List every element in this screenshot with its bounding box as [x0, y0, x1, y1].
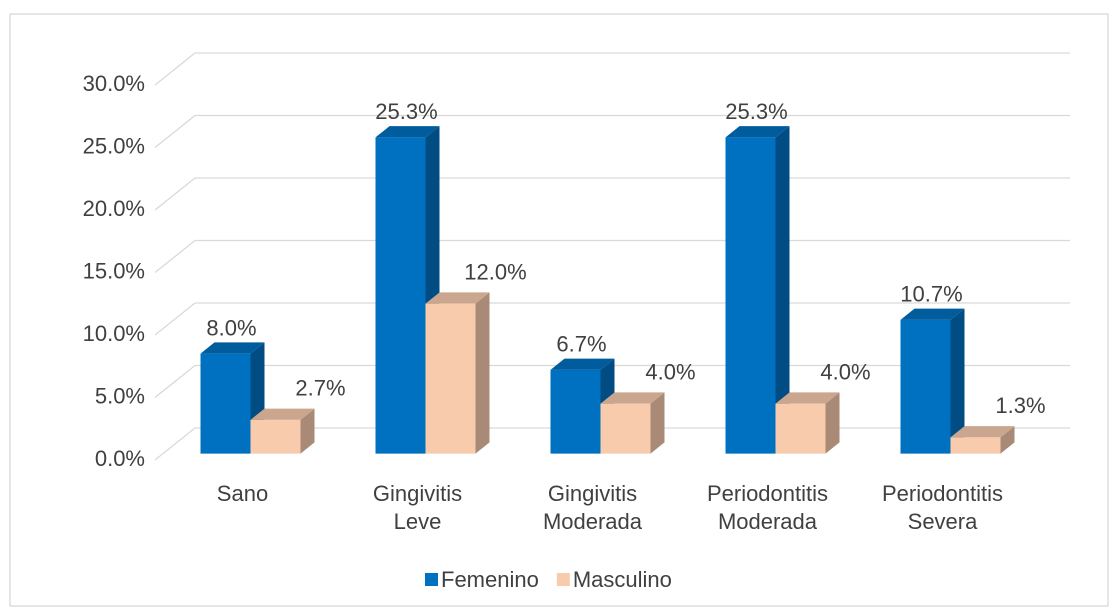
y-tick-label: 30.0%	[83, 71, 145, 96]
x-tick-label: Gingivitis Leve	[373, 481, 462, 534]
bar-side	[950, 308, 965, 454]
x-tick-label: Periodontitis Moderada	[707, 481, 828, 534]
bar	[425, 292, 490, 454]
data-label: 1.3%	[995, 393, 1045, 418]
y-tick-label: 25.0%	[83, 133, 145, 158]
bar-front	[725, 137, 776, 454]
data-label: 4.0%	[820, 359, 870, 384]
bar-top	[375, 126, 440, 138]
data-label: 12.0%	[464, 259, 526, 284]
grid-line	[154, 114, 1070, 149]
data-label: 25.3%	[725, 99, 787, 124]
data-label: 25.3%	[375, 99, 437, 124]
bar-front	[425, 303, 476, 454]
legend-label: Masculino	[573, 567, 672, 592]
bar-top	[200, 342, 265, 354]
bar	[250, 408, 315, 454]
bar-top	[250, 408, 315, 420]
data-label: 8.0%	[206, 315, 256, 340]
bar-side	[300, 408, 315, 454]
bar-top	[725, 126, 790, 138]
bar-side	[1000, 426, 1015, 454]
legend: Femenino Masculino	[425, 567, 672, 592]
grid-line	[154, 52, 1070, 86]
bar-top	[900, 308, 965, 320]
bar-front	[550, 369, 601, 454]
bar-front	[600, 403, 651, 454]
y-tick-label: 20.0%	[83, 196, 145, 221]
x-tick-label: Sano	[217, 481, 268, 506]
bar-top	[775, 392, 840, 404]
bar	[775, 392, 840, 454]
bar	[900, 308, 965, 454]
bar	[600, 392, 665, 454]
x-tick-label: Periodontitis Severa	[882, 481, 1003, 534]
bar-side	[475, 292, 490, 454]
bar-top	[550, 358, 615, 370]
bar	[950, 426, 1015, 454]
y-tick-label: 15.0%	[83, 258, 145, 283]
bar	[725, 126, 790, 454]
bar-top	[425, 292, 490, 304]
bar-side	[650, 392, 665, 454]
y-tick-label: 10.0%	[83, 321, 145, 346]
y-tick-label: 0.0%	[95, 446, 145, 471]
y-tick-label: 5.0%	[95, 383, 145, 408]
bar-side	[775, 126, 790, 454]
bar-top	[600, 392, 665, 404]
bar-front	[950, 437, 1001, 454]
legend-swatch	[556, 573, 570, 586]
bar-front	[900, 319, 951, 454]
legend-label: Femenino	[441, 567, 539, 592]
bar-front	[775, 403, 826, 454]
bar-front	[250, 419, 301, 454]
bar-side	[825, 392, 840, 454]
legend-swatch	[425, 573, 438, 586]
x-tick-label: Gingivitis Moderada	[543, 481, 643, 534]
bar-front	[375, 137, 426, 454]
data-label: 4.0%	[645, 359, 695, 384]
data-label: 2.7%	[295, 376, 345, 401]
data-label: 10.7%	[900, 282, 962, 307]
bar-top	[950, 426, 1015, 438]
bar-front	[200, 353, 251, 454]
data-label: 6.7%	[556, 332, 606, 357]
